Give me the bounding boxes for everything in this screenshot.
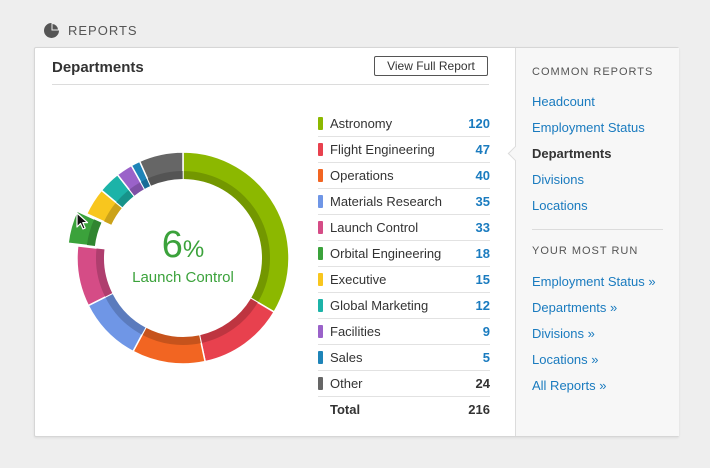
legend-row[interactable]: Launch Control 33	[318, 215, 490, 241]
highlight-label: Launch Control	[132, 269, 234, 286]
title-divider	[52, 84, 489, 85]
legend-swatch	[318, 117, 323, 130]
legend-row[interactable]: Executive 15	[318, 267, 490, 293]
highlight-percent: 6%	[123, 224, 243, 267]
legend-value[interactable]: 35	[475, 194, 490, 209]
highlight-percent-symbol: %	[182, 236, 205, 263]
legend-row[interactable]: Sales 5	[318, 345, 490, 371]
legend-swatch	[318, 221, 323, 234]
legend-label: Sales	[330, 350, 363, 365]
most-run-item-divisions[interactable]: Divisions »	[532, 326, 595, 341]
most-run-item-all-reports[interactable]: All Reports »	[532, 378, 607, 393]
legend-value[interactable]: 5	[482, 350, 490, 365]
donut-segment-inner-shade	[86, 219, 102, 247]
legend-value[interactable]: 15	[475, 272, 490, 287]
most-run-item-locations[interactable]: Locations »	[532, 352, 599, 367]
most-run-item-employment-status[interactable]: Employment Status »	[532, 274, 656, 289]
donut-segment-inner-shade	[116, 189, 134, 208]
donut-segment-inner-shade	[129, 182, 145, 196]
legend-row[interactable]: Orbital Engineering 18	[318, 241, 490, 267]
legend-swatch	[318, 351, 323, 364]
department-donut-chart	[67, 151, 290, 365]
legend-label: Orbital Engineering	[330, 246, 442, 261]
legend-value[interactable]: 40	[475, 168, 490, 183]
legend-label: Other	[330, 376, 363, 391]
legend-swatch	[318, 377, 323, 390]
total-value: 216	[468, 402, 490, 417]
view-full-report-button[interactable]: View Full Report	[374, 56, 488, 76]
legend-row[interactable]: Facilities 9	[318, 319, 490, 345]
legend-row[interactable]: Other 24	[318, 371, 490, 397]
donut-segment-inner-shade	[199, 298, 258, 343]
most-run-item-departments[interactable]: Departments »	[532, 300, 618, 315]
pie-chart-icon	[44, 22, 60, 38]
section-title: REPORTS	[68, 22, 138, 38]
sidebar-item-employment-status[interactable]: Employment Status	[532, 120, 645, 135]
mouse-cursor-icon	[76, 212, 89, 230]
sidebar-item-departments[interactable]: Departments	[532, 146, 612, 161]
legend-value[interactable]: 9	[482, 324, 490, 339]
card-title: Departments	[52, 59, 144, 76]
section-header: REPORTS	[43, 20, 138, 40]
legend-swatch	[318, 273, 323, 286]
legend-swatch	[318, 169, 323, 182]
department-legend: Astronomy 120 Flight Engineering 47 Operatio…	[318, 111, 490, 422]
legend-label: Astronomy	[330, 116, 393, 131]
legend-label: Materials Research	[330, 194, 442, 209]
legend-swatch	[318, 325, 323, 338]
donut-segment-inner-shade	[105, 293, 146, 335]
total-label: Total	[330, 402, 361, 417]
legend-total-row: Total 216	[318, 397, 490, 422]
legend-value: 24	[475, 376, 490, 391]
donut-segment-flight-engineering[interactable]	[198, 297, 276, 363]
sidebar-item-headcount[interactable]: Headcount	[532, 94, 595, 109]
legend-label: Facilities	[330, 324, 381, 339]
legend-swatch	[318, 299, 323, 312]
legend-value[interactable]: 18	[475, 246, 490, 261]
legend-label: Executive	[330, 272, 387, 287]
report-card: Departments View Full Report 6% Launch C…	[34, 47, 679, 437]
most-run-heading: YOUR MOST RUN	[532, 245, 639, 257]
legend-label: Operations	[330, 168, 394, 183]
donut-segment-inner-shade	[96, 248, 113, 297]
legend-row[interactable]: Operations 40	[318, 163, 490, 189]
donut-segment-inner-shade	[142, 327, 201, 346]
donut-segment-inner-shade	[147, 171, 183, 186]
legend-row[interactable]: Astronomy 120	[318, 111, 490, 137]
legend-label: Launch Control	[330, 220, 419, 235]
report-main: Departments View Full Report 6% Launch C…	[35, 48, 515, 436]
highlight-percent-value: 6	[161, 224, 183, 266]
common-reports-heading: COMMON REPORTS	[532, 66, 654, 78]
legend-value[interactable]: 120	[468, 116, 490, 131]
legend-value[interactable]: 33	[475, 220, 490, 235]
legend-swatch	[318, 143, 323, 156]
legend-swatch	[318, 195, 323, 208]
reports-sidebar: COMMON REPORTS YOUR MOST RUN Headcount Em…	[507, 48, 679, 436]
legend-value[interactable]: 47	[475, 142, 490, 157]
legend-value[interactable]: 12	[475, 298, 490, 313]
donut-segment-inner-shade	[104, 202, 123, 225]
donut-segment-inner-shade	[183, 171, 271, 303]
legend-swatch	[318, 247, 323, 260]
legend-row[interactable]: Materials Research 35	[318, 189, 490, 215]
sidebar-divider	[532, 229, 663, 230]
legend-label: Flight Engineering	[330, 142, 435, 157]
sidebar-item-locations[interactable]: Locations	[532, 198, 588, 213]
sidebar-item-divisions[interactable]: Divisions	[532, 172, 585, 187]
legend-row[interactable]: Global Marketing 12	[318, 293, 490, 319]
legend-row[interactable]: Flight Engineering 47	[318, 137, 490, 163]
legend-label: Global Marketing	[330, 298, 429, 313]
